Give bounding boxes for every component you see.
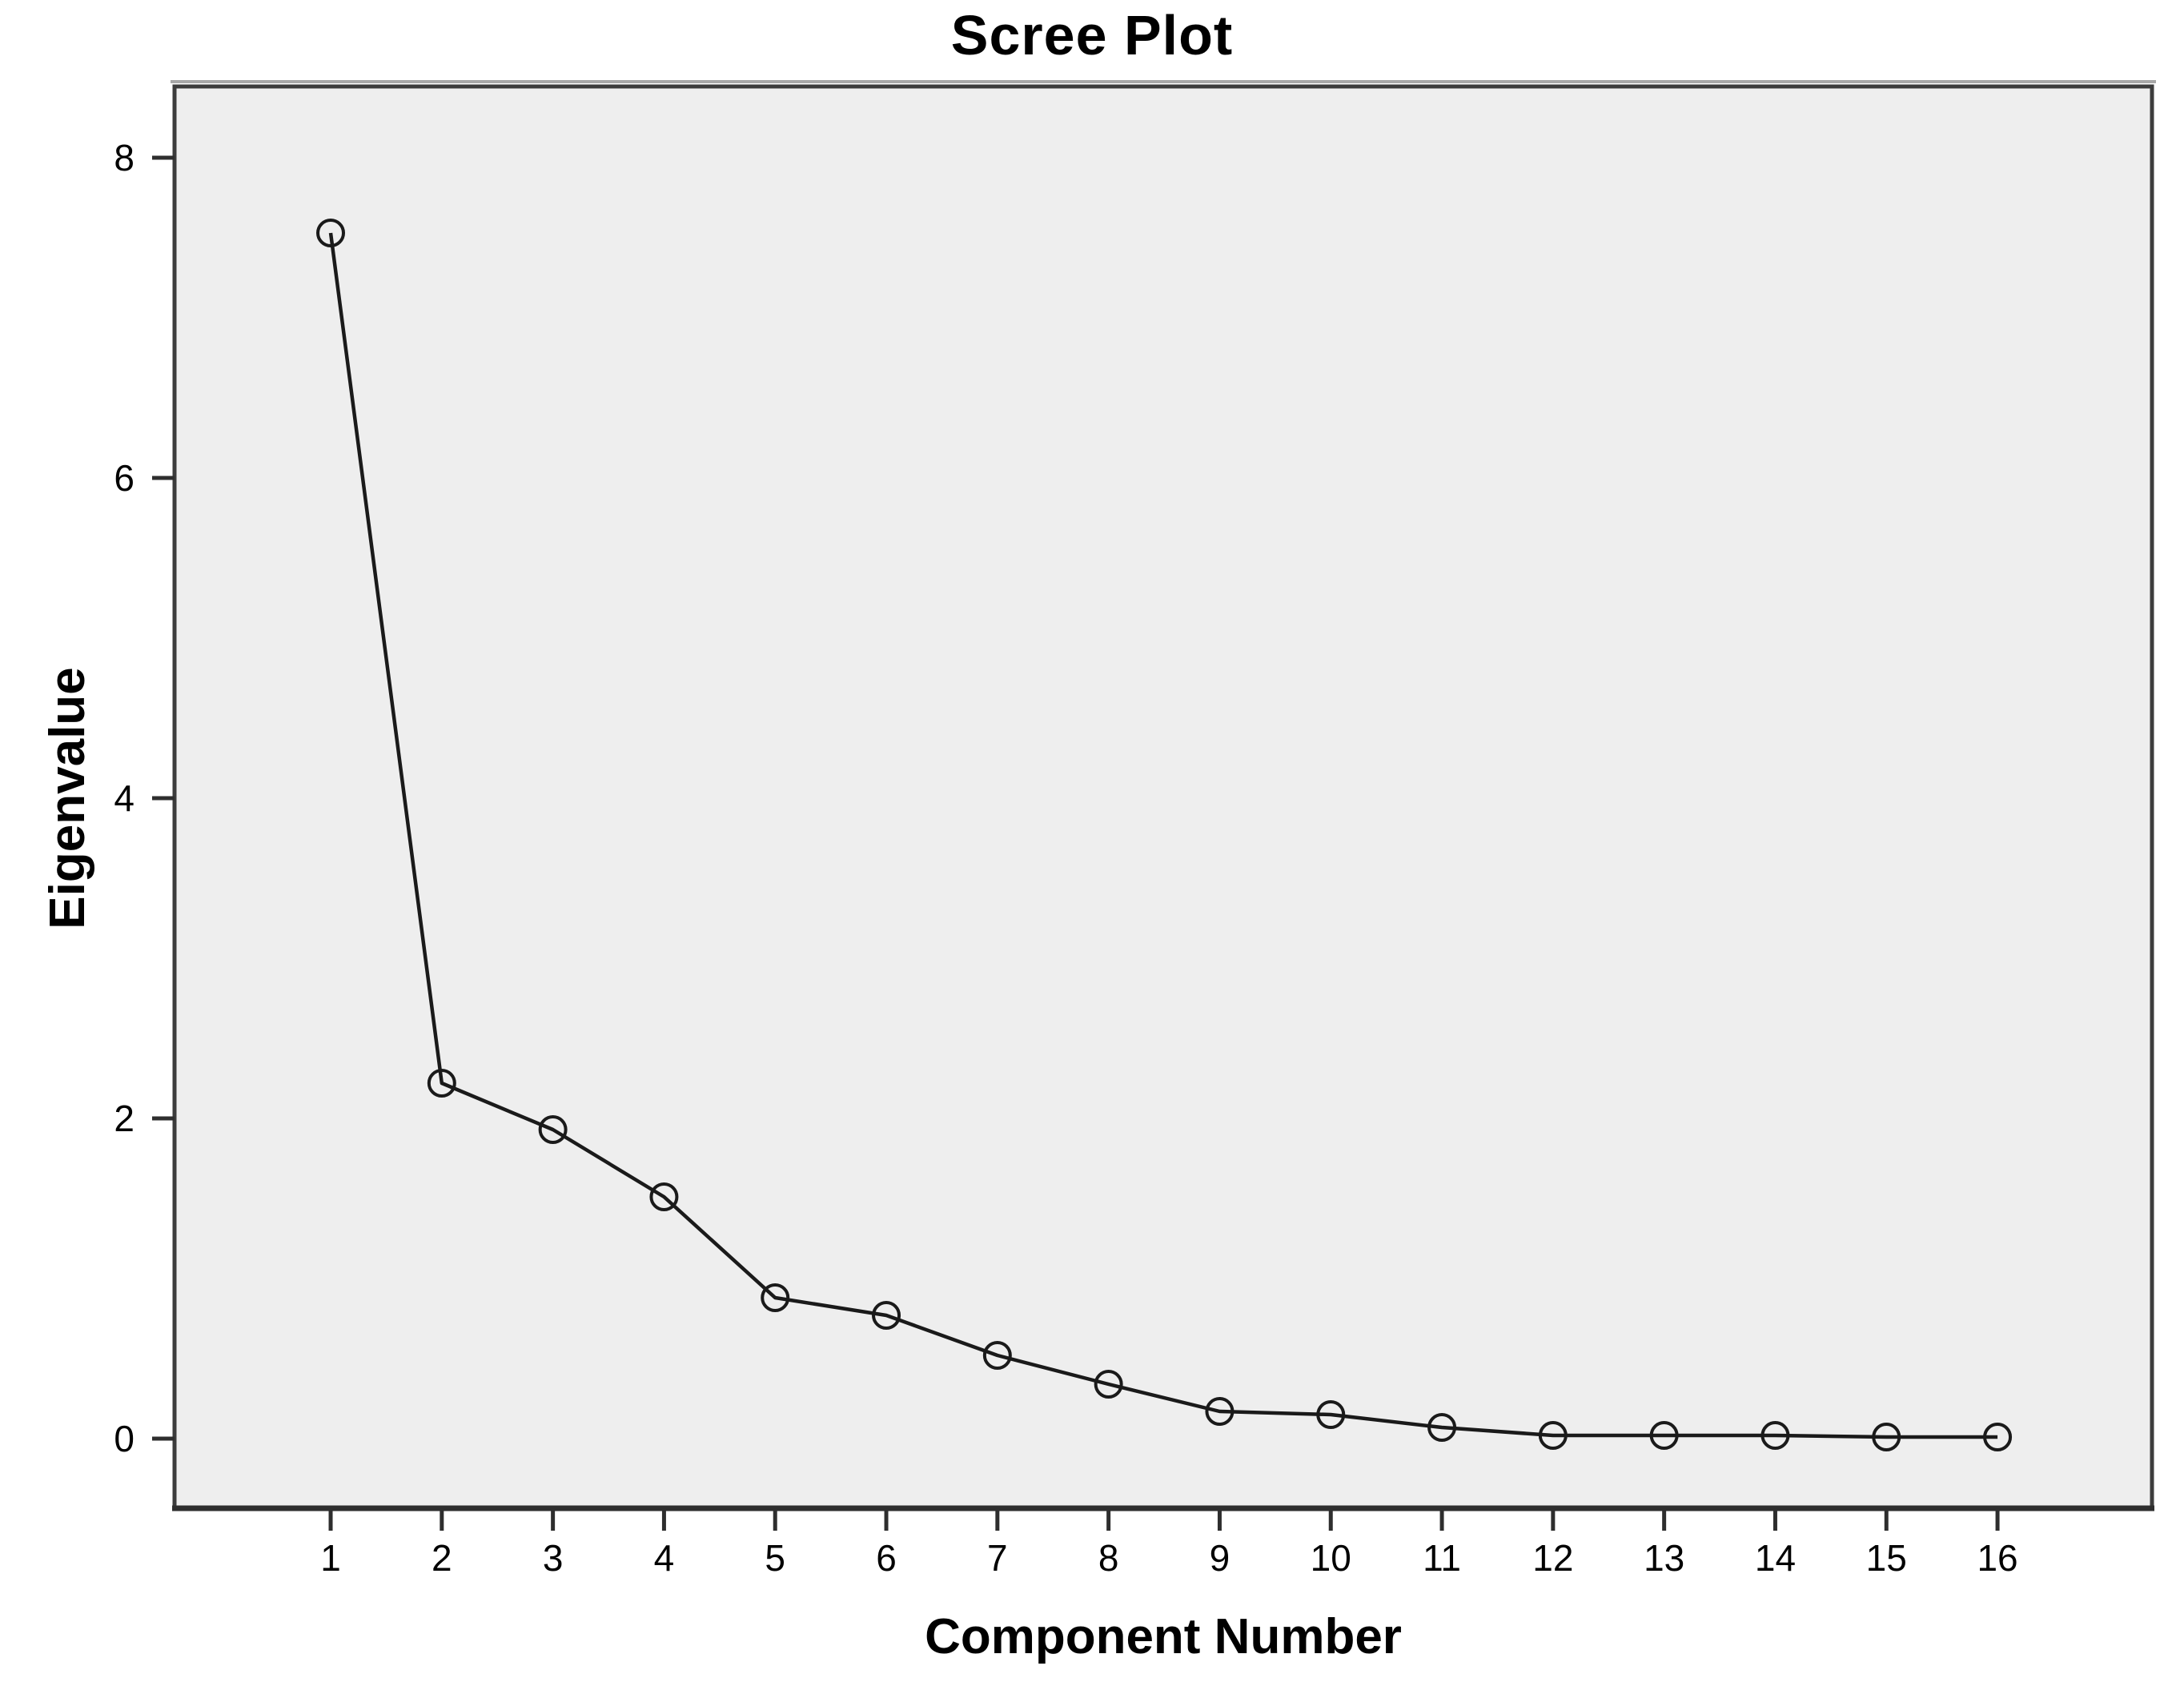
data-point-marker xyxy=(1316,1400,1346,1429)
x-tick-label: 5 xyxy=(765,1537,785,1579)
x-tick-label: 8 xyxy=(1098,1537,1119,1579)
y-tick-label: 8 xyxy=(114,137,134,179)
data-point-marker xyxy=(1649,1421,1679,1450)
data-point-marker xyxy=(761,1283,790,1312)
y-tick-label: 6 xyxy=(114,457,134,499)
x-axis-title: Component Number xyxy=(925,1609,1402,1664)
x-tick-label: 13 xyxy=(1644,1537,1684,1579)
y-tick-label: 2 xyxy=(114,1098,134,1139)
x-tick-label: 10 xyxy=(1311,1537,1351,1579)
x-tick-label: 1 xyxy=(320,1537,341,1579)
data-point-marker xyxy=(1760,1421,1790,1450)
x-tick-label: 14 xyxy=(1755,1537,1796,1579)
data-point-marker xyxy=(1427,1413,1457,1442)
x-tick-label: 4 xyxy=(654,1537,675,1579)
data-point-marker xyxy=(1094,1370,1123,1399)
x-tick-label: 15 xyxy=(1866,1537,1907,1579)
data-point-marker xyxy=(1538,1421,1568,1450)
x-tick-label: 2 xyxy=(432,1537,452,1579)
x-tick-label: 12 xyxy=(1532,1537,1573,1579)
x-tick-label: 9 xyxy=(1210,1537,1231,1579)
y-tick-label: 0 xyxy=(114,1418,134,1459)
y-tick-label: 4 xyxy=(114,777,134,819)
series-line xyxy=(328,232,1998,1439)
data-point-marker xyxy=(538,1115,568,1144)
x-tick-label: 6 xyxy=(876,1537,897,1579)
plot-frame xyxy=(172,84,2154,1511)
data-point-marker xyxy=(982,1341,1012,1370)
y-axis-ticks: 0 2 4 6 8 xyxy=(114,137,175,1459)
data-point-marker xyxy=(649,1182,679,1211)
data-point-marker xyxy=(427,1069,456,1098)
series-markers xyxy=(316,219,2013,1451)
data-point-marker xyxy=(316,219,346,247)
x-tick-label: 7 xyxy=(987,1537,1008,1579)
data-point-marker xyxy=(872,1301,901,1330)
chart-title: Scree Plot xyxy=(950,4,1234,66)
x-tick-label: 3 xyxy=(543,1537,564,1579)
x-axis-ticks: 1 2 3 4 5 6 7 8 9 10 11 12 13 14 15 16 xyxy=(320,1508,2018,1579)
x-tick-label: 16 xyxy=(1977,1537,2017,1579)
data-point-marker xyxy=(1983,1423,2013,1451)
data-point-marker xyxy=(1205,1397,1235,1426)
data-point-marker xyxy=(1872,1423,1901,1451)
x-tick-label: 11 xyxy=(1423,1537,1461,1579)
